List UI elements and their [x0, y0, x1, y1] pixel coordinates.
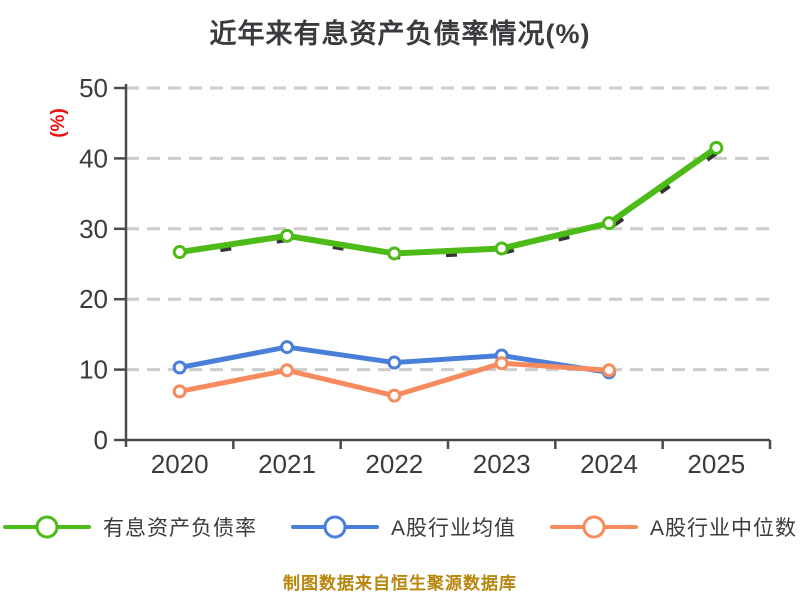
- legend-item-a-share-industry-mean[interactable]: A股行业均值: [290, 512, 516, 542]
- data-point-marker-0: [387, 246, 402, 261]
- legend-swatch: [550, 515, 638, 539]
- y-tick-label: 10: [79, 355, 108, 385]
- x-tick-label: 2024: [580, 449, 638, 479]
- data-point-marker-0: [280, 228, 294, 243]
- legend-swatch: [290, 515, 379, 539]
- data-source-note: 制图数据来自恒生聚源数据库: [283, 574, 517, 593]
- data-point-marker-0: [494, 241, 509, 256]
- legend-item-interest-bearing-ratio[interactable]: 有息资产负债率: [2, 512, 257, 542]
- y-tick-label: 20: [79, 284, 108, 314]
- data-point-marker-0: [602, 216, 616, 231]
- data-point-marker-2: [602, 363, 616, 378]
- y-tick-label: 50: [79, 73, 108, 103]
- data-point-marker-0: [709, 140, 724, 155]
- x-tick-label: 2021: [258, 449, 316, 479]
- sketch-artifact: [181, 148, 721, 260]
- legend: 有息资产负债率 A股行业均值 A股行业中位数: [0, 512, 800, 542]
- chart-title: 近年来有息资产负债率情况(%): [209, 19, 591, 49]
- legend-circle-marker-icon: [35, 515, 59, 539]
- data-point-marker-2: [387, 388, 402, 403]
- legend-label: A股行业均值: [390, 517, 516, 540]
- legend-circle-marker-icon: [323, 515, 347, 539]
- data-point-marker-2: [280, 363, 294, 378]
- legend-swatch: [2, 515, 91, 539]
- data-point-marker-1: [387, 355, 402, 370]
- x-tick-label: 2020: [151, 449, 209, 479]
- legend-label: 有息资产负债率: [102, 517, 257, 540]
- data-point-marker-1: [280, 340, 294, 355]
- x-tick-label: 2023: [473, 449, 531, 479]
- data-point-marker-2: [172, 384, 187, 399]
- data-point-marker-1: [172, 360, 187, 375]
- legend-label: A股行业中位数: [650, 517, 798, 540]
- legend-item-a-share-industry-median[interactable]: A股行业中位数: [550, 512, 797, 542]
- y-tick-label: 30: [79, 214, 108, 244]
- line-chart: 0 10 20 30 40 50 2020 2021 2022 2023 2024 2025: [79, 73, 772, 479]
- data-point-marker-0: [172, 245, 187, 260]
- x-tick-label: 2025: [687, 449, 745, 479]
- x-tick-label: 2022: [365, 449, 423, 479]
- y-tick-label: 40: [79, 143, 108, 173]
- legend-circle-marker-icon: [582, 515, 606, 539]
- y-tick-label: 0: [94, 425, 108, 455]
- series-line-0: [176, 144, 720, 257]
- data-point-marker-2: [494, 356, 509, 371]
